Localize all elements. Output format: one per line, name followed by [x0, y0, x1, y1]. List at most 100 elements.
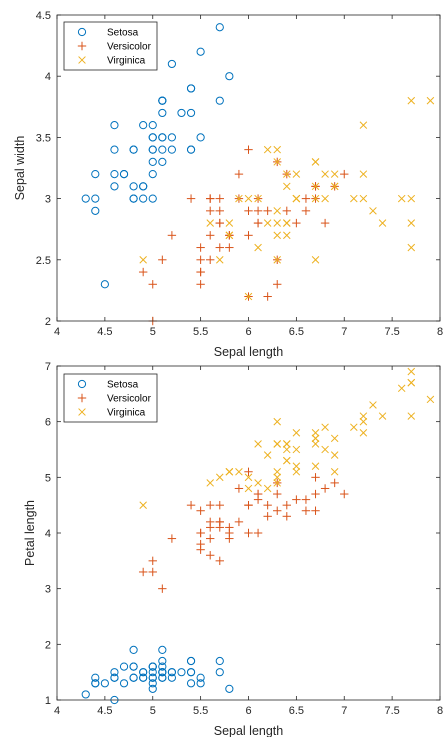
x-tick-label: 6: [245, 705, 251, 717]
data-point-circle: [177, 108, 186, 118]
data-point-x: [369, 207, 377, 215]
data-point-plus: [206, 231, 215, 240]
data-point-x: [292, 445, 301, 454]
data-point-plus: [311, 489, 320, 499]
y-tick-label: 5: [45, 472, 51, 484]
y-tick-label: 3: [45, 584, 51, 596]
data-point-plus: [340, 489, 349, 499]
data-point-plus: [244, 528, 253, 538]
data-point-plus: [292, 218, 301, 228]
data-point-circle: [158, 656, 167, 666]
data-point-plus: [215, 523, 224, 532]
data-point-x: [330, 451, 339, 459]
data-point-x: [426, 96, 435, 105]
data-point-circle: [129, 194, 138, 203]
data-point-plus: [225, 528, 234, 538]
data-point-circle: [129, 645, 138, 655]
data-point-circle: [148, 662, 157, 671]
legend: Setosa Versicolor Virginica: [63, 373, 158, 423]
data-point-x: [397, 194, 406, 203]
data-point-x: [254, 440, 262, 448]
data-point-plus: [148, 280, 157, 289]
data-point-circle: [148, 145, 157, 154]
data-point-plus: [167, 534, 177, 543]
y-tick-label: 2.5: [36, 255, 51, 267]
data-point-plus: [158, 255, 167, 264]
data-point-x: [359, 429, 368, 437]
x-tick-label: 5.5: [193, 705, 208, 717]
data-point-plus: [148, 567, 157, 577]
legend-item-versicolor: Versicolor: [77, 42, 152, 53]
data-point-circle: [148, 684, 157, 693]
data-point-circle: [81, 194, 90, 203]
data-point-plus: [215, 243, 224, 252]
data-point-plus: [301, 495, 311, 504]
data-point-circle: [177, 668, 186, 677]
data-point-plus: [215, 194, 224, 203]
data-point-circle: [110, 121, 119, 130]
data-point-circle: [196, 47, 205, 56]
data-point-circle: [91, 170, 100, 179]
x-tick-label: 7: [341, 705, 347, 717]
data-point-x: [369, 401, 377, 409]
data-point-x: [254, 243, 262, 252]
x-tick-label: 5: [150, 326, 156, 338]
data-point-x: [273, 479, 281, 487]
data-point-circle: [186, 679, 196, 688]
data-point-x: [139, 501, 147, 509]
data-point-plus: [206, 500, 215, 510]
data-point-circle: [129, 662, 138, 671]
data-point-x: [139, 256, 147, 264]
data-point-circle: [91, 673, 100, 682]
data-point-x: [216, 256, 224, 264]
data-point-x: [311, 462, 320, 470]
x-tick-label: 7.5: [384, 326, 399, 338]
data-point-x: [283, 170, 291, 178]
data-point-x: [292, 429, 301, 437]
data-point-x: [311, 256, 320, 264]
data-point-circle: [215, 656, 224, 666]
data-point-x: [244, 194, 253, 203]
data-point-circle: [100, 679, 109, 688]
series-setosa: [81, 645, 234, 705]
data-point-circle: [196, 133, 205, 142]
data-point-circle: [129, 145, 138, 154]
data-point-plus: [282, 206, 291, 216]
data-point-circle: [158, 108, 167, 118]
data-point-plus: [330, 478, 339, 488]
data-point-plus: [244, 467, 253, 476]
data-point-plus: [273, 506, 282, 515]
legend-item-setosa: Setosa: [77, 28, 139, 39]
data-point-x: [350, 423, 358, 432]
data-point-plus: [253, 218, 263, 228]
legend-label: Setosa: [107, 380, 139, 391]
y-axis-label: Sepal width: [13, 136, 27, 201]
x-tick-label: 5.5: [193, 326, 208, 338]
data-point-circle: [110, 145, 119, 154]
data-point-circle: [119, 170, 129, 179]
data-point-circle: [139, 673, 148, 682]
data-point-x: [263, 219, 272, 227]
data-point-circle: [129, 673, 138, 682]
data-point-circle: [158, 157, 167, 166]
data-point-circle: [158, 145, 167, 154]
data-point-x: [407, 194, 416, 203]
data-point-x: [244, 484, 253, 493]
data-point-x: [273, 440, 281, 448]
legend-marker-x: [78, 408, 86, 416]
legend-label: Versicolor: [107, 394, 152, 405]
data-point-circle: [148, 170, 157, 179]
data-point-plus: [215, 218, 224, 228]
data-point-circle: [148, 157, 157, 166]
data-point-plus: [253, 495, 263, 504]
data-point-plus: [196, 545, 205, 554]
data-point-x: [311, 440, 320, 448]
data-point-x: [407, 96, 416, 105]
data-point-circle: [167, 145, 176, 154]
legend-label: Setosa: [107, 28, 139, 39]
data-point-circle: [186, 108, 196, 118]
data-point-x: [283, 456, 291, 465]
data-point-plus: [301, 194, 311, 203]
data-point-x: [283, 440, 291, 448]
